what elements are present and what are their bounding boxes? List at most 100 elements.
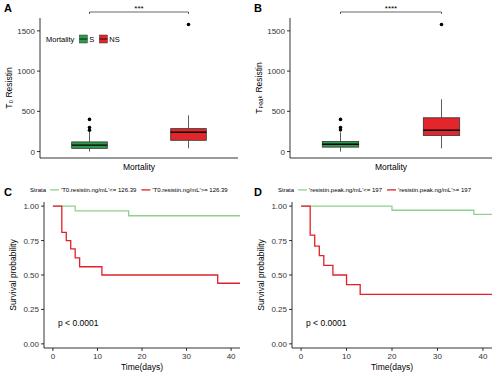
y-tick-label: 0.75: [23, 237, 39, 246]
legend: Strata 'resistin.peak.ng/mL'<= 197 'resist…: [278, 187, 472, 193]
panel-label: C: [4, 186, 12, 198]
whisker-upper: [188, 115, 189, 128]
box: [72, 142, 108, 148]
y-tick: [41, 275, 44, 276]
plot-area: [301, 206, 492, 294]
y-tick: [287, 151, 290, 152]
significance: ****: [385, 4, 397, 13]
legend-key: [387, 189, 396, 190]
y-tick: [289, 343, 292, 344]
y-tick-label: 1000: [267, 67, 285, 76]
outlier: [339, 118, 343, 122]
legend-label: 'resistin.peak.ng/mL'>= 197: [398, 187, 472, 193]
legend-key-median: [99, 39, 107, 40]
y-tick-label: 1500: [267, 27, 285, 36]
legend-title: Strata: [278, 187, 295, 193]
x-tick: [301, 348, 302, 351]
y-tick: [41, 240, 44, 241]
y-tick-label: 0: [281, 148, 286, 157]
p-value: p < 0.0001: [58, 318, 99, 328]
panel-label: B: [254, 2, 262, 14]
x-axis-label: Mortality: [375, 162, 408, 172]
x-tick-label: 0: [51, 352, 56, 361]
y-tick-label: 500: [22, 107, 36, 116]
outlier: [187, 23, 191, 27]
x-tick-label: 0: [299, 352, 304, 361]
outlier: [339, 126, 343, 130]
y-tick: [287, 71, 290, 72]
x-tick-label: 30: [182, 352, 191, 361]
x-axis-line: [40, 158, 238, 159]
legend-key: [79, 35, 87, 43]
x-tick: [97, 348, 98, 351]
y-axis-label: Survival probability: [8, 239, 18, 311]
y-tick-label: 0.00: [271, 340, 287, 349]
box: [423, 118, 459, 136]
y-tick: [289, 206, 292, 207]
y-tick: [289, 240, 292, 241]
outlier: [440, 23, 444, 27]
y-axis-label: T₀ Resistin: [4, 67, 14, 109]
y-tick-label: 0.25: [23, 305, 39, 314]
x-axis-label: Time(days): [121, 362, 163, 372]
y-axis-line: [40, 18, 41, 158]
y-tick: [287, 111, 290, 112]
x-axis-label: Time(days): [371, 362, 413, 372]
y-tick-label: 0.50: [271, 271, 287, 280]
x-tick-label: 20: [138, 352, 147, 361]
legend-key: [99, 35, 107, 43]
whisker-upper: [89, 131, 90, 141]
y-tick-label: 0: [31, 148, 36, 157]
x-tick: [186, 348, 187, 351]
y-tick-label: 0.75: [271, 237, 287, 246]
y-tick-label: 1.00: [23, 202, 39, 211]
figure: A050010001500T₀ Resistin***MortalityMort…: [0, 0, 500, 376]
legend-title: Strata: [30, 187, 47, 193]
legend-label: NS: [109, 35, 119, 44]
legend-key: [298, 189, 307, 190]
x-tick: [52, 348, 53, 351]
y-tick-label: 0.50: [23, 271, 39, 280]
plot-area: [72, 23, 207, 152]
whisker-lower: [340, 147, 341, 151]
x-tick-label: 10: [93, 352, 102, 361]
legend-label: 'T0.resistin.ng/mL'<= 126.39: [61, 187, 137, 193]
y-axis-label: Survival probability: [256, 239, 266, 311]
survival-curve: [53, 206, 240, 283]
significance: ***: [134, 4, 143, 13]
y-tick: [41, 206, 44, 207]
y-tick: [287, 30, 290, 31]
x-tick: [482, 348, 483, 351]
y-tick: [41, 343, 44, 344]
y-tick: [37, 30, 40, 31]
box: [322, 142, 358, 148]
x-tick: [392, 348, 393, 351]
survival-curve: [53, 206, 240, 216]
legend-key: [141, 189, 150, 190]
survival-curve: [301, 206, 492, 214]
outlier: [88, 126, 92, 130]
x-tick: [346, 348, 347, 351]
y-tick: [37, 71, 40, 72]
x-tick: [231, 348, 232, 351]
legend-key-median: [79, 39, 87, 40]
legend: Strata 'T0.resistin.ng/mL'<= 126.39 'T0.re…: [30, 187, 228, 193]
legend-label: S: [89, 35, 94, 44]
x-axis-line: [290, 158, 492, 159]
legend-label: 'resistin.peak.ng/mL'<= 197: [309, 187, 383, 193]
x-tick-label: 40: [478, 352, 487, 361]
panel-label: D: [254, 186, 262, 198]
y-tick-label: 1.00: [271, 202, 287, 211]
x-tick-label: 20: [388, 352, 397, 361]
survival-curve: [301, 206, 492, 294]
x-tick-label: 30: [433, 352, 442, 361]
x-axis-label: Mortality: [123, 162, 156, 172]
x-tick-label: 40: [227, 352, 236, 361]
plot-area: [53, 206, 240, 283]
median: [322, 144, 358, 145]
median: [72, 144, 108, 145]
y-tick: [37, 111, 40, 112]
legend-label: 'T0.resistin.ng/mL'>= 126.39: [152, 187, 228, 193]
box: [171, 129, 207, 141]
y-tick: [289, 275, 292, 276]
